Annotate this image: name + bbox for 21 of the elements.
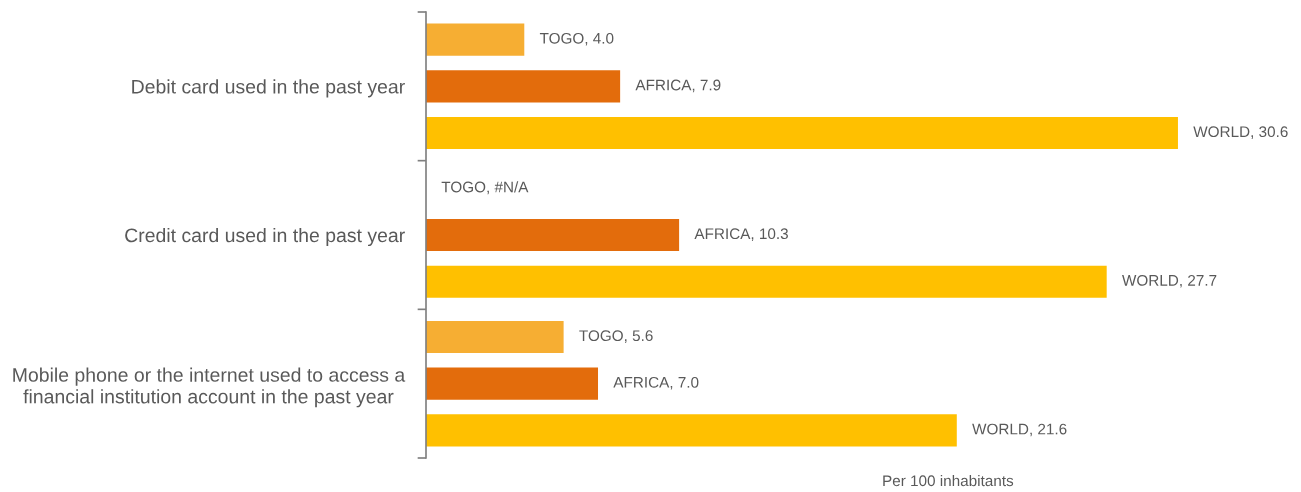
bar [426, 116, 1178, 150]
data-label: TOGO, 4.0 [539, 32, 614, 46]
bar [426, 218, 680, 252]
y-tick-label: Debit card used in the past year [132, 79, 405, 98]
bar [426, 367, 599, 400]
bar [426, 320, 564, 354]
x-axis-title: Per 100 inhabitants [883, 474, 1014, 487]
data-label: AFRICA, 7.0 [613, 376, 699, 390]
data-label: WORLD, 27.7 [1122, 274, 1217, 288]
bar [426, 414, 957, 447]
text: TOGO, #N/A [441, 181, 529, 195]
data-label: WORLD, 30.6 [1193, 126, 1288, 139]
y-tick-label: Credit card used in the past year [125, 227, 405, 247]
data-label: TOGO, 5.6 [579, 330, 653, 343]
y-tick-label: Mobile phone or the internet used to access a financial institution account in the past year [13, 367, 406, 408]
bar [426, 23, 525, 56]
bar [426, 70, 621, 103]
data-label: WORLD, 21.6 [972, 423, 1067, 437]
data-label: AFRICA, 10.3 [694, 228, 788, 241]
data-label: AFRICA, 7.9 [635, 79, 721, 93]
bar [426, 265, 1107, 298]
